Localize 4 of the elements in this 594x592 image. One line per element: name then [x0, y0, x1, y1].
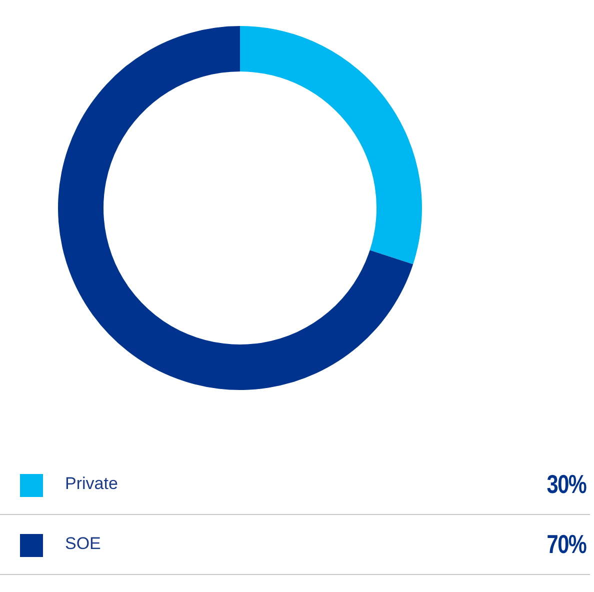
data-label: 30%: [546, 469, 586, 500]
legend-label: Private: [65, 474, 118, 494]
legend-label: SOE: [65, 534, 101, 554]
data-label: 70%: [546, 529, 586, 560]
